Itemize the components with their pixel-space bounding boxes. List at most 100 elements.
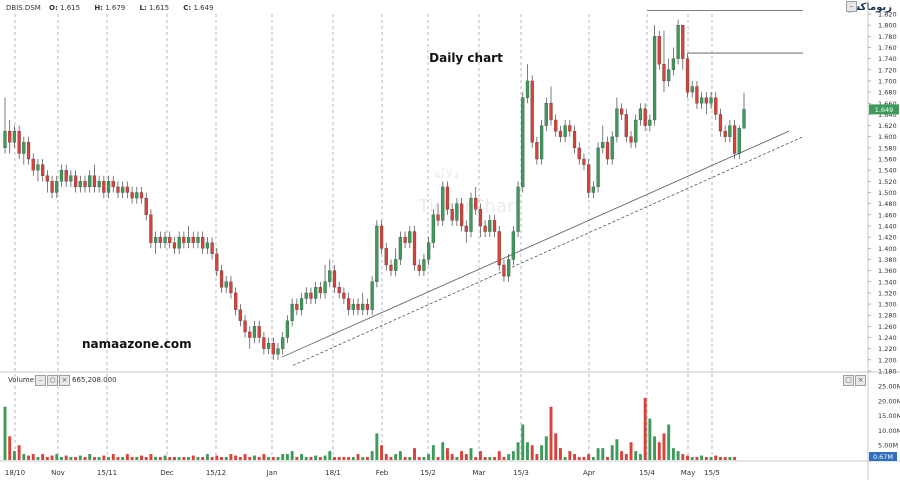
candle-body (525, 80, 530, 98)
volume-bar (455, 457, 459, 460)
volume-bar (408, 457, 412, 460)
volume-bar (370, 451, 374, 460)
price-tick-label: 1.560 (878, 156, 897, 164)
volume-bars[interactable] (3, 397, 737, 460)
candle (276, 343, 280, 360)
candle-body (723, 130, 727, 137)
volume-bar (723, 457, 727, 460)
volume-bar (394, 454, 398, 460)
candle (69, 170, 73, 187)
price-tick-label: 1.340 (878, 278, 897, 286)
volume-bar (460, 451, 464, 460)
time-tick-label: 15/3 (513, 469, 529, 477)
candle-body (572, 130, 577, 149)
candle-body (337, 287, 341, 294)
candle-body (234, 292, 238, 310)
volume-bar (154, 457, 158, 460)
close-icon[interactable]: × (59, 375, 70, 386)
candle (690, 80, 694, 98)
candle (464, 220, 468, 243)
candle (163, 231, 167, 249)
candle (732, 119, 737, 160)
candle-body (610, 136, 614, 160)
candle-body (276, 348, 280, 355)
candle-body (78, 181, 82, 188)
last-volume-badge (869, 452, 897, 462)
candle-body (530, 80, 534, 143)
candle-body (732, 125, 737, 154)
minimize-icon[interactable]: – (846, 1, 857, 12)
price-tick-label: 1.540 (878, 167, 897, 175)
restore-icon[interactable]: ○ (47, 375, 58, 386)
drawing-lines[interactable] (281, 10, 804, 366)
volume-bar (507, 454, 511, 460)
time-tick-label: 15/5 (704, 469, 720, 477)
volume-bar (135, 457, 139, 460)
candle (502, 259, 506, 282)
volume-bar (733, 457, 737, 460)
chart-logo-icon: زيوماكس (846, 2, 892, 13)
candle (309, 287, 313, 305)
minimize-icon[interactable]: – (35, 375, 46, 386)
candle (281, 331, 285, 355)
candle (704, 92, 708, 115)
candle (469, 192, 473, 238)
candle-body (624, 114, 628, 137)
price-tick-label: 1.220 (878, 345, 897, 353)
volume-bar (676, 451, 680, 460)
volume-bar (83, 457, 87, 460)
volume-tick-label: 20.00M (878, 397, 900, 405)
volume-bar (78, 455, 82, 460)
volume-bar (361, 457, 365, 460)
candle-body (492, 220, 497, 232)
price-tick-label: 1.400 (878, 245, 897, 253)
candle-body (201, 236, 205, 249)
candle-body (718, 114, 723, 132)
candle (530, 75, 534, 148)
volume-bar (450, 454, 454, 460)
volume-bar (568, 451, 572, 460)
candle (210, 237, 214, 260)
candle-body (158, 236, 162, 243)
candle-body (45, 175, 49, 182)
candle (568, 119, 572, 137)
candle (422, 253, 426, 277)
candle (22, 136, 26, 165)
candle (196, 231, 200, 249)
volume-bar (257, 457, 261, 460)
volume-bar (422, 457, 426, 460)
candle (709, 92, 713, 109)
candle (26, 136, 31, 165)
candle (229, 276, 233, 299)
volume-bar (60, 457, 63, 460)
last-price-label: 1.649 (875, 106, 894, 114)
candle-body (370, 281, 374, 310)
volume-bar (488, 457, 492, 460)
trendline-dashed (292, 136, 804, 366)
price-tick-label: 1.280 (878, 312, 897, 320)
candles[interactable] (3, 19, 746, 360)
volume-bar (285, 454, 289, 460)
candle-body (121, 186, 125, 193)
candle-body (417, 264, 421, 271)
volume-bar (97, 457, 101, 460)
volume-axis: 25.00M 20.00M 15.00M 10.00M 5.00M 0.67M (869, 383, 900, 462)
candle (92, 164, 97, 193)
price-tick-label: 1.440 (878, 222, 897, 230)
price-tick-label: 1.420 (878, 234, 897, 242)
volume-bar (342, 457, 346, 460)
candle (455, 198, 459, 226)
candle (144, 192, 148, 221)
volume-bar (690, 457, 694, 460)
price-tick-label: 1.620 (878, 122, 897, 130)
candle (563, 119, 567, 143)
trendline-solid (281, 130, 790, 358)
close-icon[interactable]: × (855, 375, 866, 386)
candle-body (271, 342, 275, 355)
candle-body (742, 109, 746, 129)
volume-bar (356, 454, 360, 460)
restore-icon[interactable]: ▢ (843, 375, 854, 386)
time-tick-label: May (681, 469, 695, 477)
candle (554, 114, 558, 137)
